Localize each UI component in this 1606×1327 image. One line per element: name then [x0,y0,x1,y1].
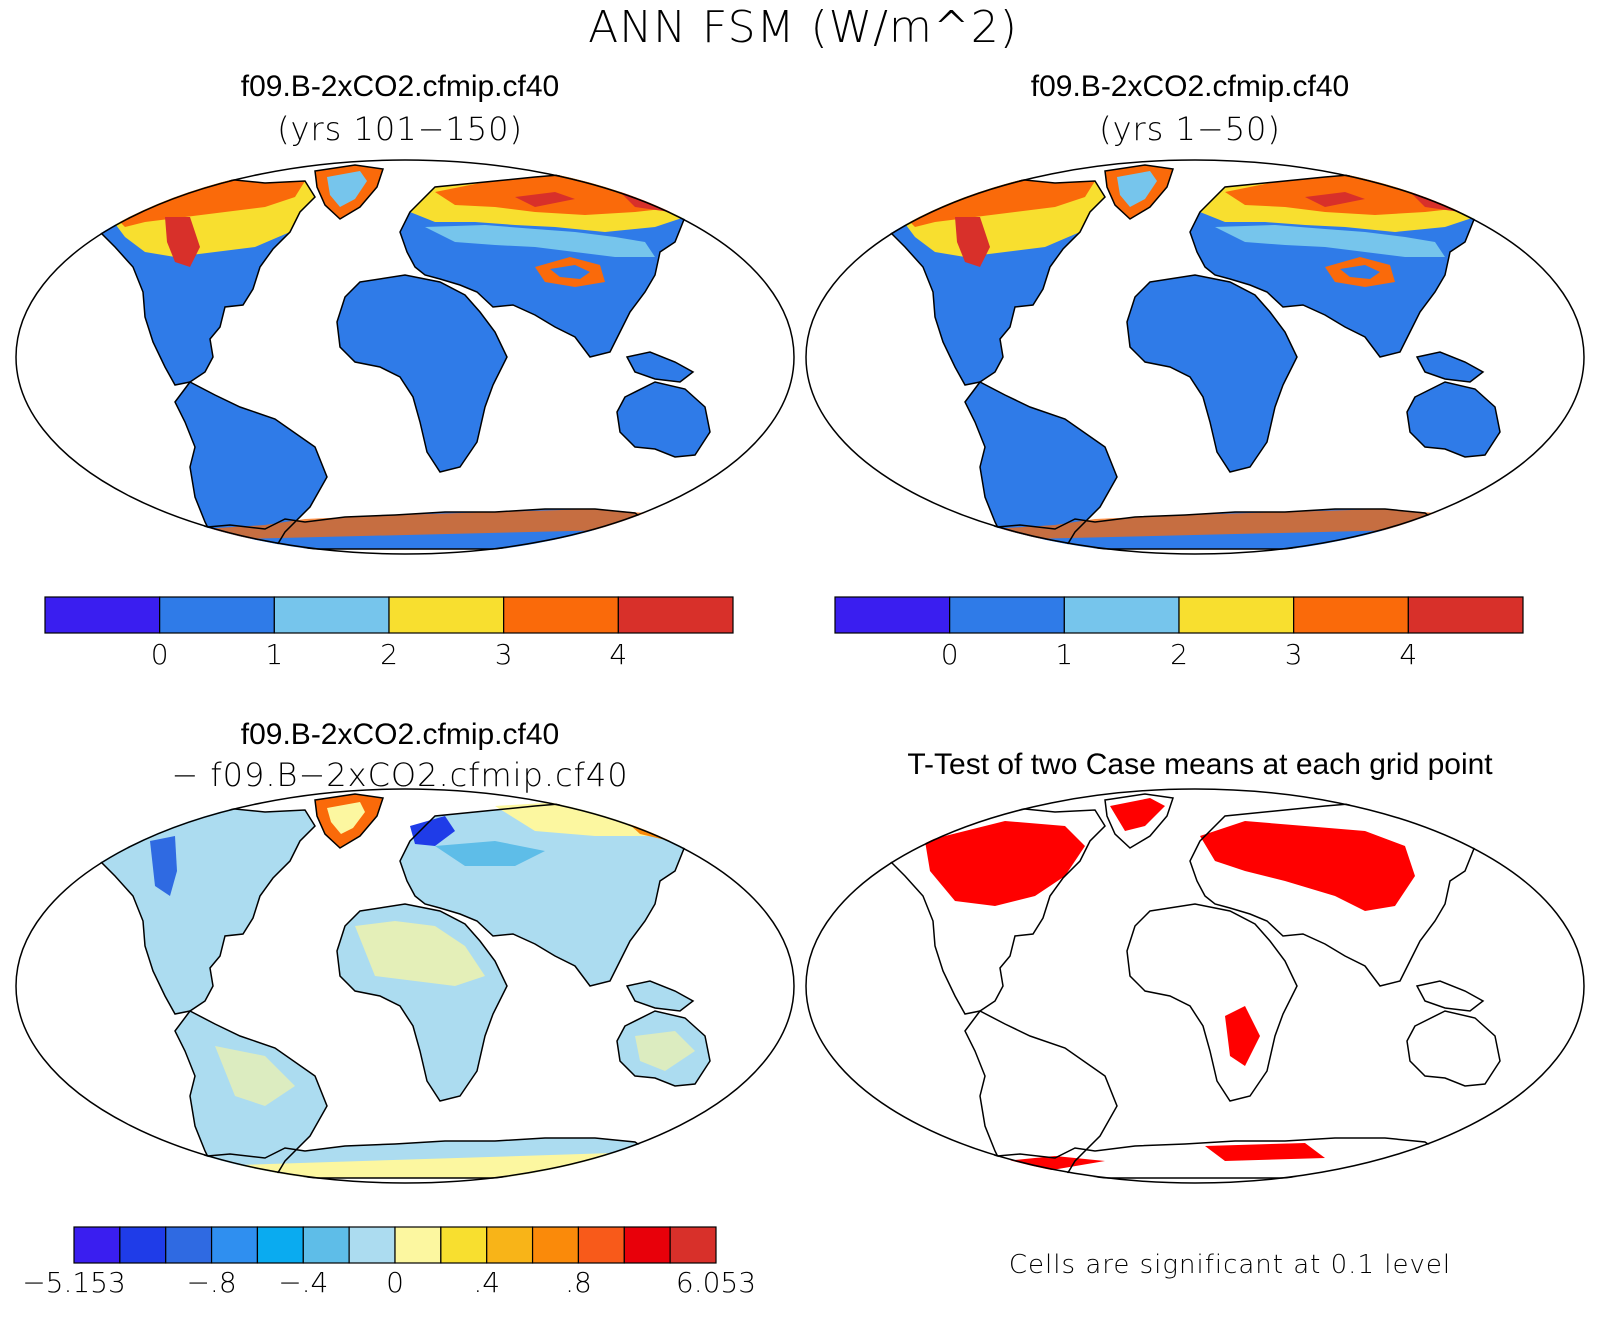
colorbar-2-swatch-3 [1178,596,1295,634]
colorbar-2-tick-label: 3 [1284,638,1303,671]
colorbar-panel-3 [73,1226,717,1264]
colorbar-panel-1 [44,596,734,634]
colorbar-1-swatch-5 [617,596,734,634]
colorbar-3-tick-label: .8 [565,1266,592,1299]
colorbar-1-tick-label: 1 [265,638,284,671]
colorbar-3-swatch-13 [669,1226,717,1264]
colorbar-3-swatch-1 [119,1226,167,1264]
colorbar-3-swatch-4 [256,1226,304,1264]
colorbar-3-tick-label: −.8 [186,1266,237,1299]
colorbar-3-swatch-11 [577,1226,625,1264]
panel1-title: f09.B-2xCO2.cfmip.cf40 [240,70,560,103]
colorbar-panel-2 [834,596,1524,634]
colorbar-panel-2-labels: 0 1 2 3 4 [835,638,1523,674]
colorbar-1-swatch-4 [503,596,619,634]
colorbar-3-swatch-5 [302,1226,350,1264]
map-panel-4 [805,788,1585,1184]
colorbar-3-swatch-6 [348,1226,396,1264]
colorbar-panel-1-labels: 0 1 2 3 4 [45,638,733,674]
panel2-subtitle: (yrs 1−50) [1099,110,1281,148]
colorbar-3-tick-label: 6.053 [675,1266,757,1299]
colorbar-3-swatch-3 [210,1226,259,1264]
colorbar-1-tick-label: 3 [494,638,513,671]
colorbar-1-swatch-1 [159,596,275,634]
panel2-title: f09.B-2xCO2.cfmip.cf40 [1030,70,1350,103]
colorbar-3-tick-label: .4 [473,1266,501,1299]
colorbar-1-swatch-3 [388,596,505,634]
significance-note: Cells are significant at 0.1 level [1008,1250,1452,1280]
colorbar-3-swatch-9 [486,1226,534,1264]
colorbar-3-tick-label: −5.153 [22,1266,126,1299]
colorbar-1-swatch-2 [273,596,390,634]
panel3-title: f09.B-2xCO2.cfmip.cf40 [240,718,560,751]
colorbar-2-tick-label: 2 [1170,638,1188,671]
colorbar-1-tick-label: 2 [380,638,398,671]
colorbar-3-swatch-2 [165,1226,213,1264]
colorbar-2-swatch-1 [949,596,1065,634]
panel3-subtitle: − f09.B−2xCO2.cfmip.cf40 [171,756,629,794]
figure-title: ANN FSM (W/m^2) [588,2,1018,53]
colorbar-panel-3-labels: −5.153 −.8 −.4 0 .4 .8 6.053 [22,1266,756,1302]
colorbar-1-tick-label: 0 [150,638,169,671]
colorbar-1-tick-label: 4 [609,638,628,671]
colorbar-2-swatch-5 [1407,596,1524,634]
map-panel-2 [805,159,1585,555]
panel4-title: T-Test of two Case means at each grid po… [907,748,1493,781]
colorbar-2-tick-label: 0 [940,638,959,671]
colorbar-2-swatch-0 [834,596,951,634]
colorbar-3-tick-label: −.4 [278,1266,329,1299]
colorbar-3-swatch-0 [73,1226,121,1264]
colorbar-3-swatch-7 [394,1226,442,1264]
map-panel-1 [15,159,795,555]
panel1-subtitle: (yrs 101−150) [277,110,523,148]
colorbar-3-swatch-12 [623,1226,671,1264]
colorbar-3-swatch-8 [440,1226,488,1264]
colorbar-3-swatch-10 [531,1226,580,1264]
map-panel-3 [15,788,795,1184]
colorbar-2-swatch-2 [1063,596,1180,634]
colorbar-1-swatch-0 [44,596,161,634]
colorbar-3-tick-label: 0 [386,1266,404,1299]
colorbar-2-swatch-4 [1293,596,1409,634]
colorbar-2-tick-label: 4 [1399,638,1418,671]
colorbar-2-tick-label: 1 [1055,638,1074,671]
